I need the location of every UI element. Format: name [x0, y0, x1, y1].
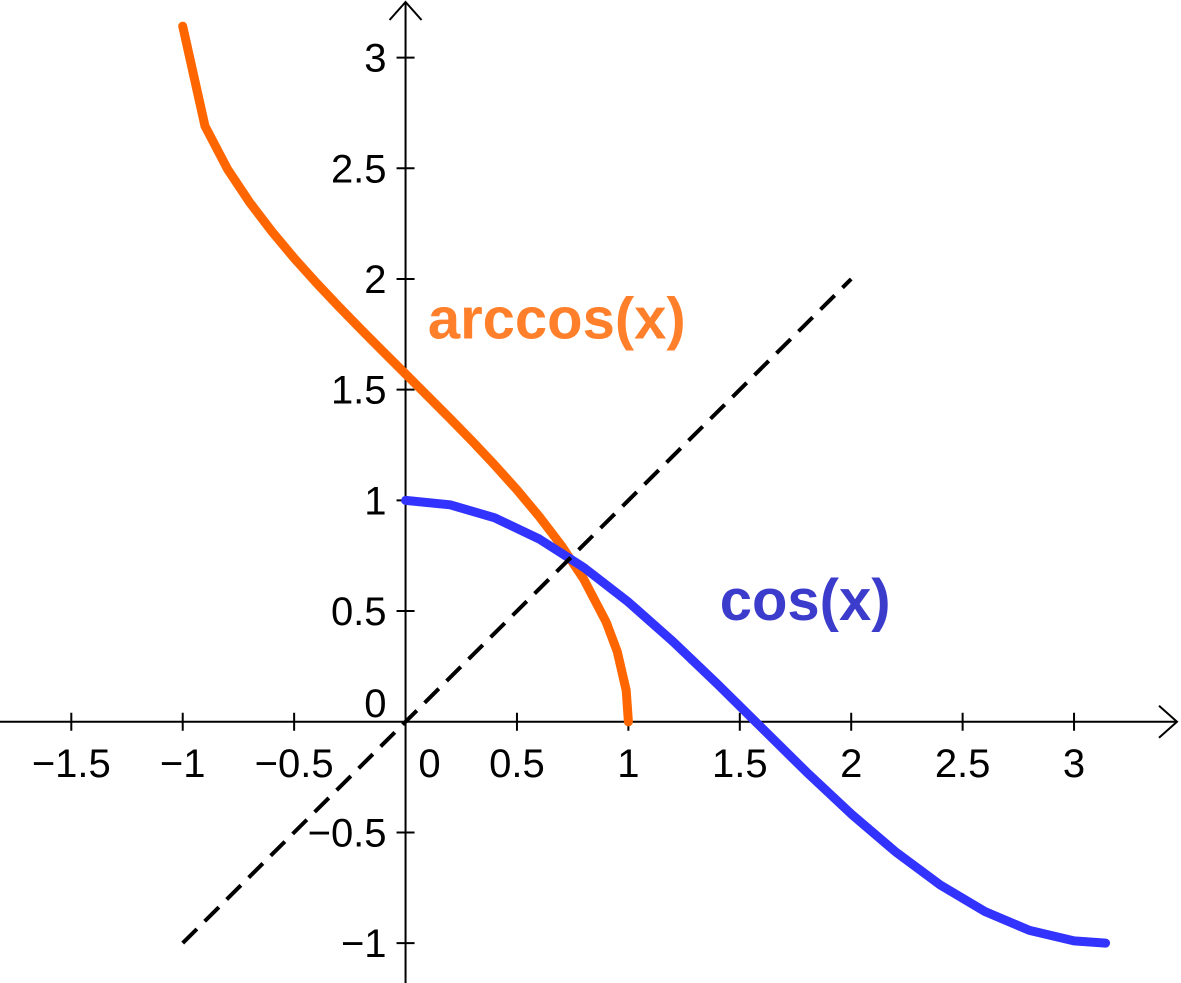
x-tick-label: 0.5	[489, 742, 545, 786]
series-line-arccosx	[178, 21, 633, 727]
x-tick-label: 2	[840, 742, 862, 786]
y-tick-label: 0	[364, 682, 386, 726]
y-tick-label: 1	[364, 479, 386, 523]
x-tick-label: −1	[160, 742, 206, 786]
y-tick-label: 3	[364, 37, 386, 81]
y-axis-arrow-icon	[388, 0, 423, 21]
y-tick-label: 1.5	[331, 369, 387, 413]
series-label-cosx: cos(x)	[720, 568, 891, 633]
y-tick-label: 2.5	[331, 147, 387, 191]
identity-line-dashed	[181, 277, 853, 945]
x-tick-label: 2.5	[935, 742, 991, 786]
x-tick-label: 3	[1063, 742, 1085, 786]
x-axis-arrow-icon	[1158, 705, 1179, 739]
x-tick-label: 1	[617, 742, 639, 786]
y-tick-label: −1	[341, 922, 387, 966]
series-label-arccosx: arccos(x)	[428, 287, 686, 352]
x-tick-label: 1.5	[712, 742, 768, 786]
y-tick-label: 0.5	[331, 590, 387, 634]
series-layer	[178, 21, 1111, 948]
x-tick-label: −1.5	[32, 742, 111, 786]
x-tick-label: 0	[418, 742, 440, 786]
labels-layer: arccos(x) cos(x)	[428, 287, 891, 633]
x-tick-label: −0.5	[255, 742, 334, 786]
y-tick-label: 2	[364, 258, 386, 302]
series-line-cosx	[401, 495, 1111, 948]
y-tick-label: −0.5	[308, 811, 387, 855]
